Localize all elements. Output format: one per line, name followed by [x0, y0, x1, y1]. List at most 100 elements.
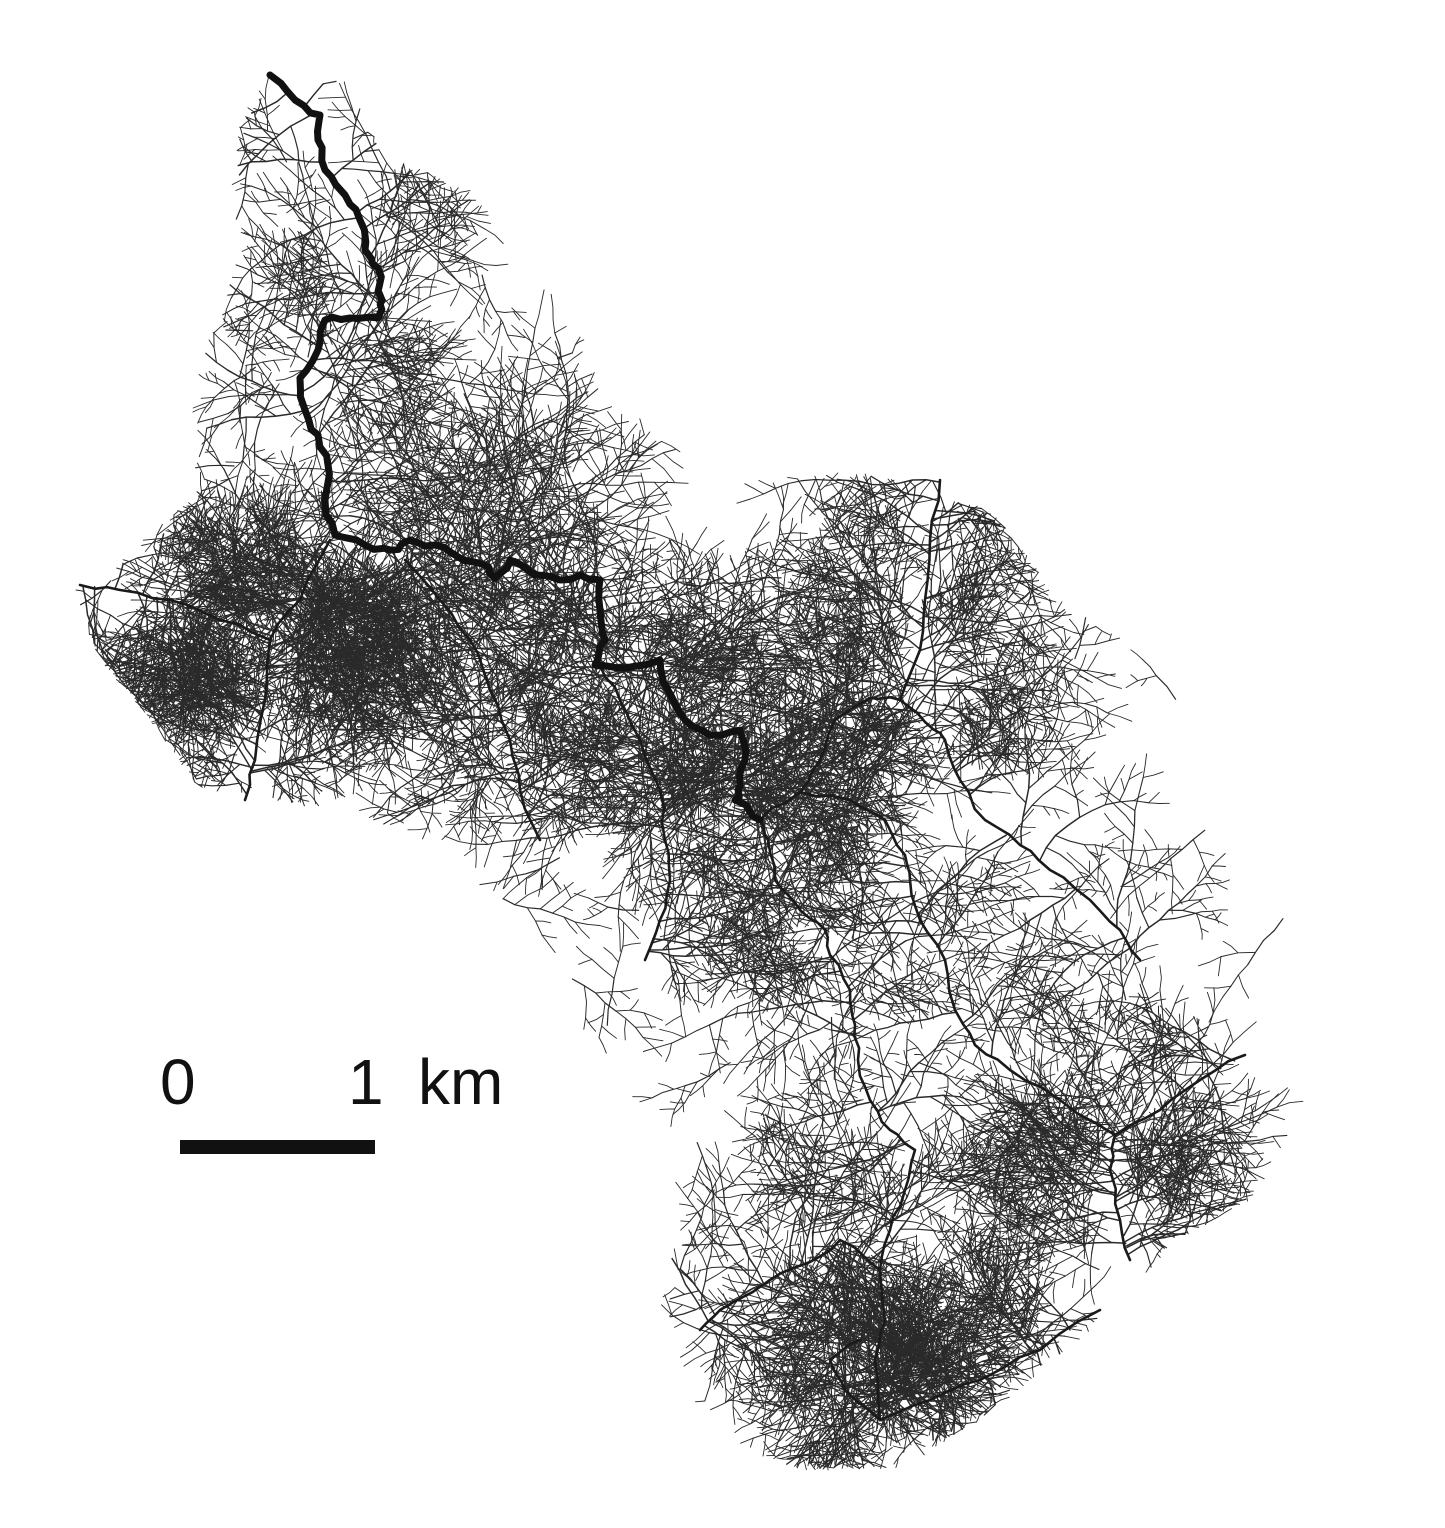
rill-segment	[594, 504, 595, 528]
rill-segment	[618, 917, 638, 939]
rill-segment	[265, 77, 268, 99]
rill-segment	[328, 110, 352, 111]
rill-segment	[663, 453, 683, 468]
rill-segment	[264, 245, 265, 265]
rill-segment	[377, 251, 378, 261]
rill-segment	[349, 510, 360, 513]
rill-segment	[329, 161, 350, 163]
rill-segment	[477, 212, 487, 213]
rill-segment	[371, 209, 376, 255]
rill-segment	[438, 229, 440, 245]
rill-segment	[618, 917, 620, 952]
rill-segment	[471, 284, 485, 288]
rill-segment	[425, 279, 449, 284]
rill-segment	[251, 191, 258, 202]
rill-segment	[418, 338, 420, 356]
rill-segment	[318, 174, 325, 188]
rill-segment	[641, 473, 645, 499]
rill-segment	[298, 163, 299, 182]
rill-segment	[244, 133, 295, 159]
rill-segment	[905, 625, 931, 640]
rill-segment	[351, 298, 363, 303]
rill-segment	[462, 193, 469, 201]
rill-segment	[325, 235, 344, 249]
rill-segment	[245, 192, 264, 213]
rill-segment	[352, 231, 362, 239]
rill-segment	[328, 117, 345, 118]
rill-segment	[455, 358, 462, 381]
rill-segment	[414, 287, 437, 288]
rill-segment	[263, 362, 271, 371]
rill-segment	[467, 206, 479, 216]
rill-segment	[667, 551, 676, 552]
rill-segment	[274, 360, 280, 371]
rill-segment	[228, 294, 240, 296]
rill-segment	[438, 247, 439, 271]
rill-segment	[458, 262, 471, 263]
rill-segment	[231, 419, 240, 429]
rill-segment	[224, 298, 231, 322]
rill-segment	[341, 126, 356, 130]
rill-segment	[603, 848, 632, 867]
rill-segment	[326, 188, 336, 208]
rill-segment	[329, 227, 347, 235]
rill-segment	[340, 83, 346, 97]
rill-segment	[608, 412, 622, 430]
rill-segment	[568, 428, 587, 429]
rill-segment	[313, 190, 345, 220]
rill-segment	[443, 188, 445, 204]
rill-segment	[344, 478, 354, 489]
rill-segment	[361, 368, 382, 390]
rill-segment	[413, 212, 418, 229]
rill-segment	[651, 876, 656, 906]
rill-segment	[347, 428, 351, 443]
rill-segment	[247, 118, 280, 135]
rill-segment	[332, 102, 345, 117]
rill-segment	[438, 186, 440, 198]
rill-segment	[276, 377, 292, 381]
rill-segment	[318, 97, 345, 98]
rill-segment	[303, 151, 305, 168]
rill-segment	[638, 538, 655, 540]
rill-segment	[642, 903, 650, 925]
rill-segment	[646, 517, 648, 536]
rill-segment	[433, 227, 448, 234]
rill-segment	[485, 229, 504, 244]
rill-segment	[290, 490, 291, 507]
rill-segment	[284, 228, 285, 247]
rill-segment	[384, 240, 387, 258]
rill-segment	[652, 542, 665, 553]
rill-segment	[385, 224, 397, 237]
rill-segment	[263, 213, 278, 226]
rill-segment	[273, 156, 290, 170]
rill-segment	[451, 285, 461, 306]
rill-segment	[652, 459, 674, 482]
rill-segment	[214, 322, 227, 334]
rill-segment	[310, 170, 316, 179]
rill-segment	[264, 188, 269, 200]
rill-segment	[595, 892, 621, 897]
rill-segment	[544, 492, 557, 493]
rill-segment	[662, 441, 680, 451]
rill-segment	[385, 494, 396, 500]
rill-segment	[697, 527, 707, 543]
rill-segment	[209, 340, 214, 348]
rill-segment	[616, 430, 622, 474]
rill-segment	[894, 647, 914, 648]
rill-segment	[622, 424, 637, 445]
rill-segment	[625, 530, 637, 539]
rill-segment	[213, 332, 226, 344]
rill-segment	[291, 126, 305, 188]
rill-segment	[329, 206, 330, 235]
rill-segment	[346, 97, 367, 135]
rill-segment	[342, 233, 360, 251]
rill-segment	[450, 225, 474, 227]
minor-rills	[76, 77, 1303, 1470]
rill-segment	[242, 206, 258, 227]
rill-segment	[267, 105, 279, 115]
rill-segment	[231, 333, 240, 336]
rill-segment	[259, 91, 265, 99]
rill-segment	[615, 546, 620, 560]
rill-segment	[347, 304, 354, 314]
